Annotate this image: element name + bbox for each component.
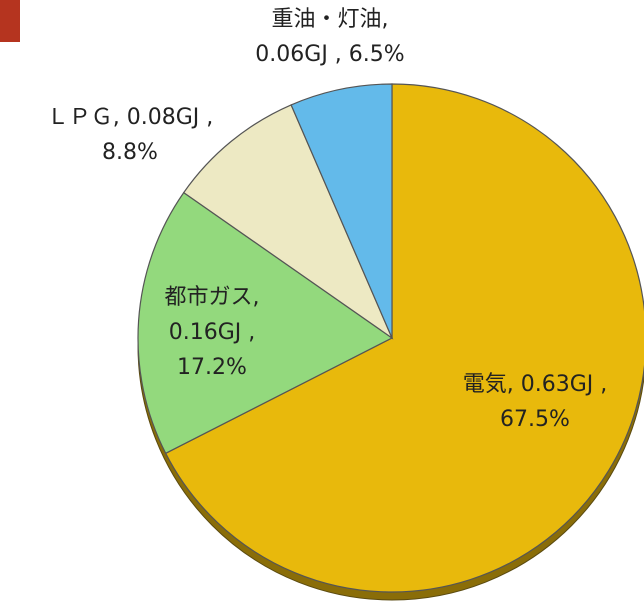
slice-label: ＬＰＧ, 0.08GJ , (47, 105, 214, 130)
slice-label: 電気, 0.63GJ , (463, 372, 608, 397)
pie-slice (164, 83, 644, 593)
slice-label: 重油・灯油, (272, 7, 389, 32)
corner-decoration (0, 0, 20, 42)
slice-label: 17.2% (177, 355, 247, 380)
pie-slice (290, 83, 393, 339)
slice-label: 8.8% (102, 140, 158, 165)
slice-label: 67.5% (500, 407, 570, 432)
pie-slice (182, 104, 394, 340)
slice-label: 都市ガス, (165, 285, 260, 310)
pie-slice (137, 191, 394, 455)
slice-label: 0.16GJ , (169, 320, 256, 345)
slice-label: 0.06GJ , 6.5% (255, 42, 404, 67)
